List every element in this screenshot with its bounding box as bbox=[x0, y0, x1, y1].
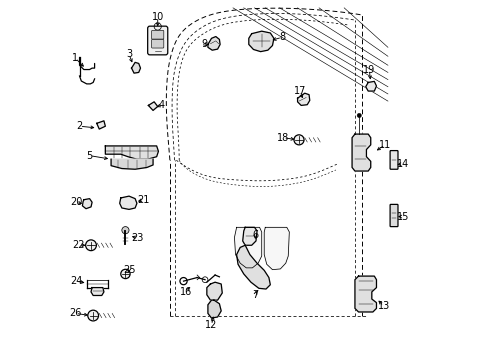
Text: 16: 16 bbox=[180, 287, 192, 297]
Polygon shape bbox=[82, 199, 92, 209]
Polygon shape bbox=[148, 102, 158, 111]
FancyBboxPatch shape bbox=[147, 26, 167, 55]
Text: 14: 14 bbox=[396, 159, 408, 169]
Text: 20: 20 bbox=[70, 197, 82, 207]
FancyBboxPatch shape bbox=[151, 40, 163, 48]
Text: 4: 4 bbox=[159, 100, 165, 110]
Text: 21: 21 bbox=[137, 195, 149, 205]
Text: 5: 5 bbox=[86, 150, 93, 161]
Circle shape bbox=[356, 113, 361, 118]
Polygon shape bbox=[264, 227, 289, 270]
Polygon shape bbox=[111, 159, 153, 169]
Text: 9: 9 bbox=[201, 39, 207, 49]
Text: 13: 13 bbox=[377, 301, 389, 311]
Text: 12: 12 bbox=[205, 320, 217, 330]
Polygon shape bbox=[91, 288, 104, 296]
Text: 15: 15 bbox=[396, 212, 408, 221]
Circle shape bbox=[122, 226, 129, 234]
Polygon shape bbox=[97, 121, 105, 129]
Text: 18: 18 bbox=[277, 133, 289, 143]
Circle shape bbox=[88, 310, 99, 321]
Text: 22: 22 bbox=[72, 240, 85, 250]
Text: 11: 11 bbox=[378, 140, 390, 150]
Polygon shape bbox=[131, 62, 140, 73]
Text: 19: 19 bbox=[363, 64, 375, 75]
Text: 1: 1 bbox=[72, 53, 78, 63]
Text: 23: 23 bbox=[131, 233, 143, 243]
FancyBboxPatch shape bbox=[389, 150, 397, 169]
Polygon shape bbox=[206, 282, 222, 300]
Text: 3: 3 bbox=[126, 49, 132, 59]
FancyBboxPatch shape bbox=[389, 204, 397, 226]
Text: 7: 7 bbox=[252, 291, 258, 301]
Circle shape bbox=[85, 240, 96, 251]
Text: 6: 6 bbox=[252, 230, 258, 239]
Polygon shape bbox=[234, 227, 261, 268]
Polygon shape bbox=[236, 245, 270, 289]
Polygon shape bbox=[207, 300, 221, 318]
Polygon shape bbox=[242, 227, 257, 245]
Polygon shape bbox=[351, 134, 370, 171]
Text: 2: 2 bbox=[76, 121, 82, 131]
Polygon shape bbox=[354, 276, 376, 312]
Text: 25: 25 bbox=[122, 265, 135, 275]
Polygon shape bbox=[207, 37, 220, 50]
Polygon shape bbox=[297, 93, 309, 105]
Text: 24: 24 bbox=[70, 276, 82, 286]
Polygon shape bbox=[120, 196, 137, 210]
Polygon shape bbox=[365, 81, 376, 91]
Text: 26: 26 bbox=[69, 309, 81, 318]
Text: 17: 17 bbox=[293, 86, 305, 96]
Text: 10: 10 bbox=[151, 12, 163, 22]
Circle shape bbox=[121, 269, 130, 279]
Circle shape bbox=[293, 135, 304, 145]
Text: 8: 8 bbox=[279, 32, 285, 42]
Polygon shape bbox=[248, 31, 273, 51]
FancyBboxPatch shape bbox=[151, 31, 163, 39]
Polygon shape bbox=[105, 146, 158, 159]
